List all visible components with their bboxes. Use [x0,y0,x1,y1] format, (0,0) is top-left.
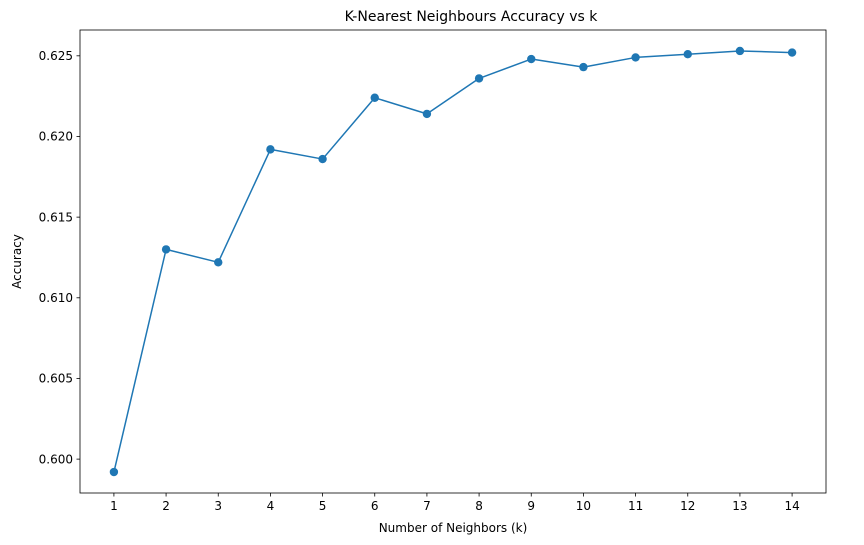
data-point [266,145,275,154]
x-tick-label: 4 [267,499,275,513]
x-tick-label: 14 [784,499,799,513]
x-tick-label: 7 [423,499,431,513]
data-point [787,48,797,57]
x-tick-label: 10 [576,499,591,513]
data-point [214,258,223,267]
x-tick-label: 1 [110,499,118,513]
y-axis: 0.600 0.605 0.610 0.615 0.620 0.625 [39,49,80,466]
data-point [318,154,327,164]
y-tick-label: 0.605 [39,372,73,386]
data-point [474,74,484,83]
y-axis-label: Accuracy [10,234,24,289]
plot-frame [79,29,827,494]
x-tick-label: 3 [214,499,222,513]
x-tick-label: 2 [162,499,170,513]
chart-title: K-Nearest Neighbours Accuracy vs k [345,9,599,25]
x-tick-label: 11 [628,499,643,513]
data-point [422,109,432,119]
x-axis-label: Number of Neighbors (k) [379,521,528,535]
y-tick-label: 0.625 [39,49,73,63]
series-layer [109,46,797,477]
x-tick-label: 6 [371,499,379,513]
y-tick-label: 0.615 [39,210,73,224]
data-point [109,467,119,477]
data-point [631,53,640,62]
x-tick-label: 9 [527,499,535,513]
x-axis: 1 2 3 4 5 6 7 8 9 10 11 12 13 14 [110,493,800,513]
x-tick-label: 8 [475,499,483,513]
y-tick-label: 0.610 [39,291,73,305]
series-line [113,50,793,473]
data-point [683,49,692,59]
data-point [527,54,536,64]
x-tick-label: 12 [680,499,695,513]
y-tick-label: 0.620 [39,130,73,144]
data-point [370,93,379,102]
x-tick-label: 5 [319,499,327,513]
data-point [161,245,171,254]
y-tick-label: 0.600 [39,452,73,466]
data-point [735,46,745,56]
x-tick-label: 13 [732,499,747,513]
data-point [579,62,588,72]
